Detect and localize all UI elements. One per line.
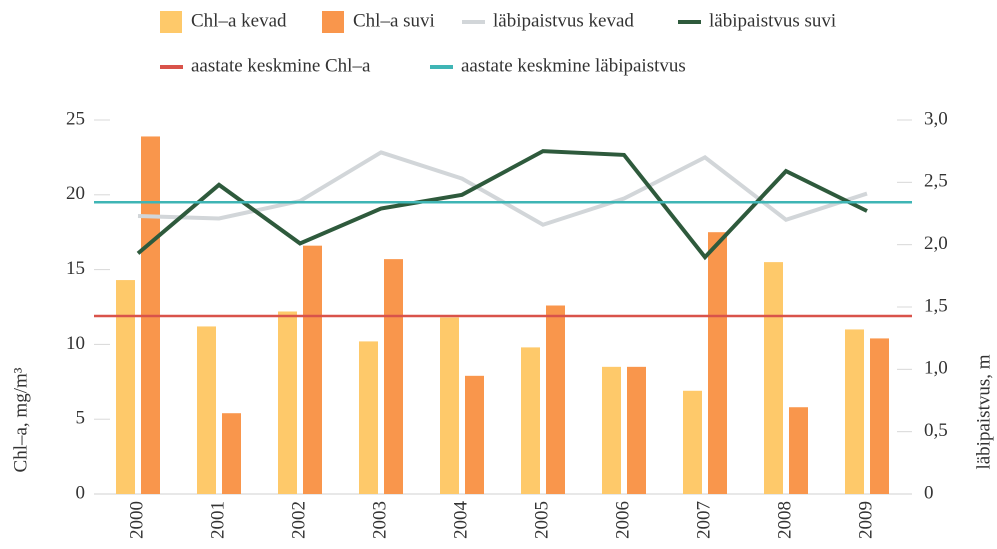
legend-label: Chl–a kevad (191, 10, 287, 31)
y-tick-label: 25 (66, 108, 85, 129)
bar (197, 326, 216, 494)
bar (602, 366, 621, 494)
x-tick-label: 2007 (693, 501, 714, 539)
bar (708, 232, 727, 494)
bar (440, 317, 459, 494)
y2-tick-label: 3,0 (924, 108, 948, 129)
legend-label: aastate keskmine Chl–a (191, 55, 371, 76)
bar (683, 390, 702, 494)
y2-tick-label: 0,5 (924, 420, 948, 441)
y2-tick-label: 0 (924, 482, 934, 503)
bar (764, 262, 783, 494)
bar (116, 280, 135, 494)
bar (789, 407, 808, 494)
legend-label: läbipaistvus kevad (493, 10, 634, 31)
x-tick-label: 2004 (450, 501, 471, 540)
bar (384, 259, 403, 494)
bar (845, 329, 864, 494)
bar (546, 305, 565, 494)
y2-tick-label: 2,0 (924, 233, 948, 254)
line (137, 150, 868, 227)
x-tick-label: 2006 (612, 501, 633, 539)
y-tick-label: 5 (76, 408, 86, 429)
legend-label: läbipaistvus suvi (709, 10, 836, 31)
x-tick-label: 2000 (126, 501, 147, 539)
y-tick-label: 10 (66, 333, 85, 354)
y2-tick-label: 2,5 (924, 171, 948, 192)
y2-tick-label: 1,0 (924, 358, 948, 379)
x-tick-label: 2009 (855, 501, 876, 539)
legend-swatch (322, 11, 344, 33)
x-tick-label: 2001 (207, 501, 228, 539)
y-axis-label: Chl–a, mg/m³ (10, 367, 31, 472)
y-tick-label: 20 (66, 183, 85, 204)
legend-swatch (160, 11, 182, 33)
x-tick-label: 2003 (369, 501, 390, 539)
line (136, 149, 868, 261)
y-tick-label: 0 (76, 482, 86, 503)
bar (303, 245, 322, 494)
bar (870, 338, 889, 494)
bar (465, 375, 484, 494)
bar (521, 347, 540, 494)
y2-tick-label: 1,5 (924, 295, 948, 316)
bar (222, 413, 241, 494)
bar (278, 311, 297, 494)
legend-label: Chl–a suvi (353, 10, 435, 31)
y-tick-label: 15 (66, 258, 85, 279)
x-tick-label: 2008 (774, 501, 795, 539)
x-tick-label: 2002 (288, 501, 309, 539)
bar (627, 366, 646, 494)
bar (359, 341, 378, 494)
x-tick-label: 2005 (531, 501, 552, 539)
y2-axis-label: läbipaistvus, m (973, 354, 994, 469)
legend-label: aastate keskmine läbipaistvus (461, 55, 686, 76)
